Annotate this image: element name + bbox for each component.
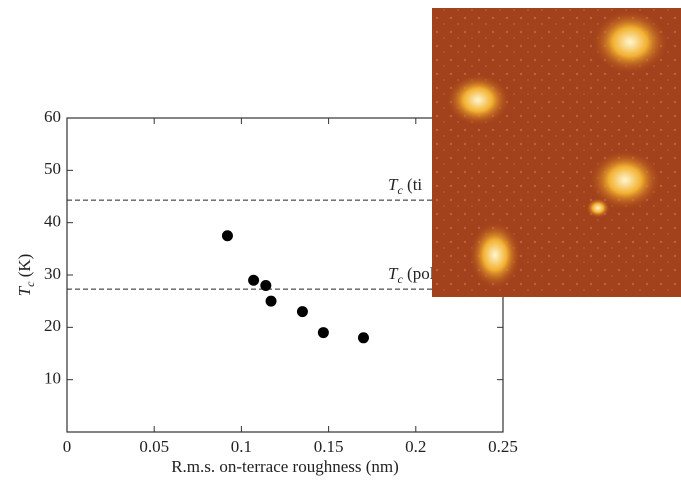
label-symbol: T	[15, 285, 34, 296]
data-point	[260, 279, 272, 291]
y-tick-label: 60	[44, 107, 61, 126]
y-tick-label: 30	[44, 264, 61, 283]
y-axis-label: Tc (K)	[15, 254, 37, 297]
y-tick-label: 40	[44, 212, 61, 231]
label-text: (pol	[403, 264, 435, 283]
y-tick-label: 20	[44, 316, 61, 335]
data-point	[265, 295, 277, 307]
label-subscript: c	[397, 272, 403, 286]
data-point	[357, 332, 369, 344]
x-tick-label: 0.1	[231, 437, 252, 456]
afm-inset-image	[432, 8, 681, 297]
x-axis-label: R.m.s. on-terrace roughness (nm)	[171, 457, 399, 476]
x-tick-label: 0	[63, 437, 72, 456]
data-point	[221, 230, 233, 242]
x-tick-label: 0.15	[314, 437, 344, 456]
data-point	[296, 306, 308, 318]
label-subscript: c	[23, 281, 37, 287]
label-symbol: T	[388, 264, 399, 283]
reference-label: Tc (ti	[388, 175, 422, 197]
label-text: (K)	[15, 254, 34, 282]
y-tick-label: 10	[44, 369, 61, 388]
y-tick-label: 50	[44, 159, 61, 178]
x-tick-label: 0.2	[405, 437, 426, 456]
data-point	[317, 327, 329, 339]
label-subscript: c	[397, 183, 403, 197]
label-symbol: T	[388, 175, 399, 194]
x-tick-label: 0.25	[488, 437, 518, 456]
label-text: (ti	[403, 175, 423, 194]
reference-label: Tc (pol	[388, 264, 435, 286]
x-tick-label: 0.05	[139, 437, 169, 456]
data-point	[248, 274, 260, 286]
